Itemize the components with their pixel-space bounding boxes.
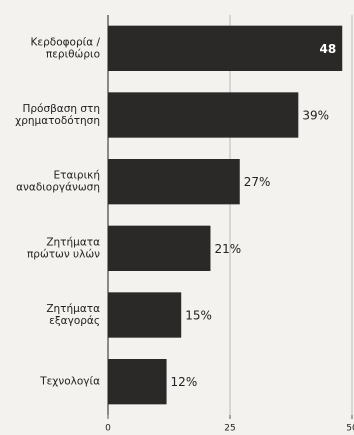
value-label: 27% [244,175,271,189]
y-tick-label: Πρόσβαση στη χρηματοδότηση [15,103,100,127]
value-label: 39% [302,109,329,123]
value-label: 12% [171,375,198,389]
y-tick-label: Τεχνολογία [39,376,100,388]
y-tick-label: Ζητήματα πρώτων υλών [27,236,100,260]
value-label: 48 [320,42,337,56]
bar [108,292,182,338]
value-label: 15% [185,309,212,323]
y-tick-label: Εταιρική αναδιοργάνωση [16,170,100,194]
y-tick-label: Κερδοφορία / περιθώριο [31,36,101,60]
value-label: 21% [214,242,241,256]
bar [108,225,211,271]
x-tick-label: 0 [105,424,111,434]
x-tick-label: 25 [224,424,235,434]
bar [108,359,167,405]
bar [108,159,240,205]
bar [108,92,299,138]
bar [108,25,343,72]
y-tick-label: Ζητήματα εξαγοράς [46,303,100,327]
x-tick-label: 50 [346,424,354,434]
